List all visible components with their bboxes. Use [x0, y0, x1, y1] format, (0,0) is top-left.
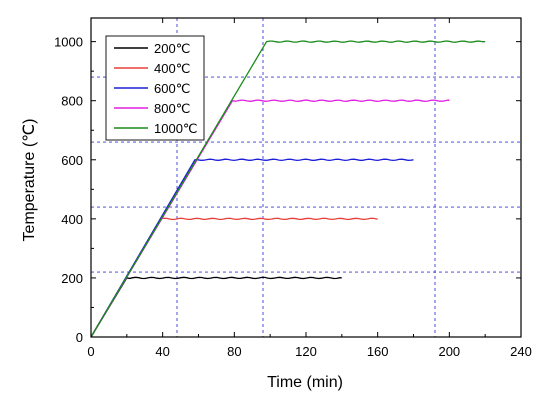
x-tick-label: 0 — [87, 344, 94, 359]
y-tick-label: 600 — [61, 153, 83, 168]
y-tick-label: 400 — [61, 212, 83, 227]
legend-label: 200℃ — [154, 41, 190, 56]
series-line — [90, 158, 414, 338]
tick-layer: 0 40 80 120 160 200 240 0 200 400 600 800 1000 — [54, 18, 532, 359]
x-axis-label: Time (min) — [267, 374, 343, 391]
y-tick-label: 1000 — [54, 35, 83, 50]
x-tick-label: 40 — [155, 344, 169, 359]
legend-label: 800℃ — [154, 101, 190, 116]
x-tick-label: 120 — [295, 344, 317, 359]
legend: 200℃ 400℃ 600℃ 800℃ 1000℃ — [105, 35, 205, 141]
legend-label: 600℃ — [154, 81, 190, 96]
series-line — [90, 40, 486, 338]
y-tick-label: 0 — [76, 330, 83, 345]
y-tick-label: 800 — [61, 94, 83, 109]
reference-grid — [91, 18, 521, 337]
x-tick-label: 200 — [438, 344, 460, 359]
y-axis-label: Temperature (℃) — [21, 119, 38, 242]
series-line — [90, 99, 450, 338]
y-tick-label: 200 — [61, 271, 83, 286]
series-line — [90, 276, 342, 338]
legend-label: 400℃ — [154, 61, 190, 76]
x-tick-label: 160 — [367, 344, 389, 359]
legend-label: 1000℃ — [154, 121, 198, 136]
x-tick-label: 240 — [510, 344, 532, 359]
x-tick-label: 80 — [227, 344, 241, 359]
series-line — [90, 217, 378, 338]
series-layer — [90, 40, 486, 338]
